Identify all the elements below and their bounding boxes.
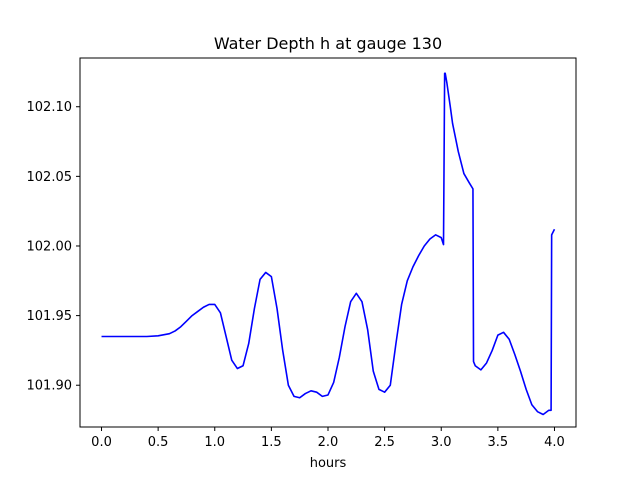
y-tick-label: 101.90 — [27, 379, 73, 394]
x-tick-label: 3.0 — [431, 435, 452, 450]
plot-area-frame — [79, 57, 577, 428]
y-tick-label: 102.00 — [27, 239, 73, 254]
x-tick-label: 2.0 — [318, 435, 339, 450]
x-tick-label: 2.5 — [374, 435, 395, 450]
x-axis-ticks: 0.0 0.5 1.0 1.5 2.0 2.5 3.0 3.5 4.0 — [91, 427, 565, 450]
x-tick-label: 0.5 — [148, 435, 169, 450]
y-tick-label: 102.10 — [27, 100, 73, 115]
y-tick-label: 102.05 — [27, 170, 73, 185]
y-tick-label: 101.95 — [27, 309, 73, 324]
series-layer — [101, 72, 556, 416]
series-line-0 — [101, 72, 556, 416]
x-tick-label: 4.0 — [544, 435, 565, 450]
x-tick-label: 1.0 — [204, 435, 225, 450]
y-axis-ticks: 101.90 101.95 102.00 102.05 102.10 — [27, 100, 80, 394]
x-tick-label: 1.5 — [261, 435, 282, 450]
x-tick-label: 3.5 — [488, 435, 509, 450]
x-tick-label: 0.0 — [91, 435, 112, 450]
chart-title: Water Depth h at gauge 130 — [214, 34, 442, 53]
x-axis-label: hours — [310, 456, 347, 471]
